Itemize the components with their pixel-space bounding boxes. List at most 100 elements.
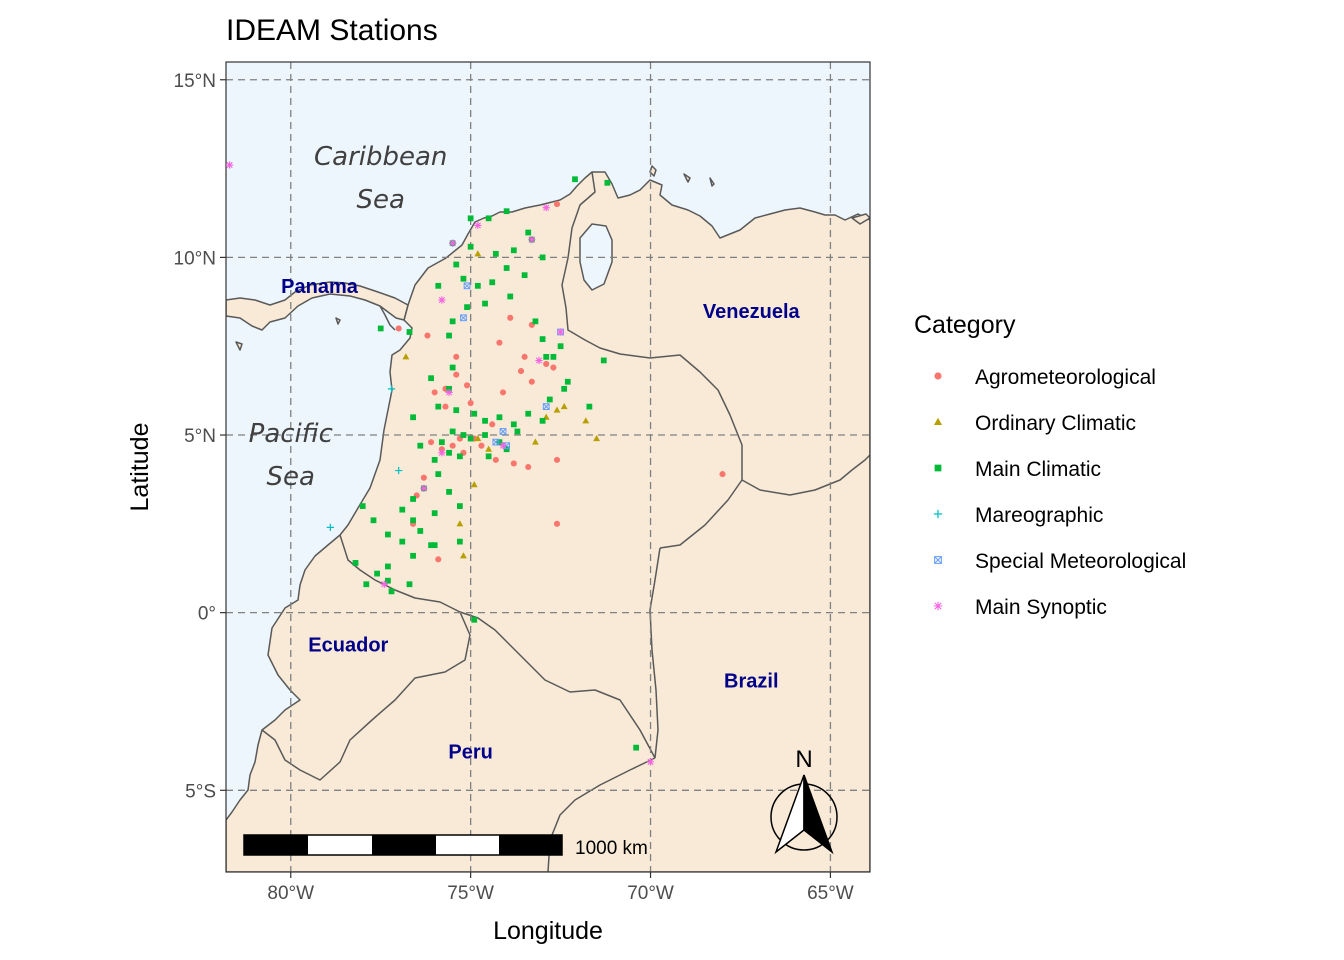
station-point: [359, 503, 366, 509]
station-point: [507, 293, 514, 300]
station-point: [543, 360, 550, 368]
station-point: [417, 528, 424, 534]
station-point: [507, 314, 514, 321]
station-point: [525, 229, 532, 236]
station-point: [385, 531, 391, 538]
station-point: [456, 503, 463, 509]
legend-items: Agrometeorological Ordinary Climatic Main …: [933, 366, 1186, 619]
station-point: [449, 239, 457, 247]
station-point: [600, 357, 607, 364]
y-axis: 15°N 10°N 5°N 0° 5°S: [174, 71, 226, 802]
y-tick-label: 0°: [198, 604, 216, 625]
station-point: [561, 385, 568, 392]
station-point: [446, 488, 452, 495]
station-point: [474, 250, 482, 257]
station-point: [471, 410, 478, 417]
map-panel: [226, 62, 870, 872]
chart-title: IDEAM Stations: [226, 14, 438, 47]
station-point: [428, 542, 434, 549]
station-point: [510, 247, 517, 254]
station-point: [456, 520, 464, 527]
station-point: [553, 456, 561, 463]
station-point: [377, 325, 384, 332]
x-tick-label: 80°W: [267, 883, 314, 904]
station-point: [406, 329, 413, 335]
y-tick-label: 5°N: [184, 426, 216, 447]
sea-label: Caribbean: [314, 142, 447, 172]
y-tick-label: 5°S: [185, 781, 216, 802]
station-point: [582, 417, 590, 424]
station-point: [485, 215, 492, 222]
border-ecuador-peru: [261, 611, 471, 781]
y-axis-title: Latitude: [126, 423, 154, 512]
station-point: [564, 378, 571, 385]
station-point: [456, 538, 463, 545]
station-point: [531, 438, 539, 445]
station-point: [446, 332, 452, 339]
station-point: [499, 442, 507, 450]
y-tick-label: 10°N: [174, 248, 216, 269]
station-point: [460, 314, 467, 322]
country-label: Venezuela: [703, 301, 801, 323]
station-point: [593, 434, 600, 442]
station-point: [435, 403, 442, 410]
legend-key: [933, 601, 943, 611]
station-point: [424, 332, 431, 339]
legend-key: [934, 417, 942, 425]
station-point: [499, 428, 507, 435]
scale-bar-segment: [499, 835, 562, 855]
country-labels: Panama Venezuela Ecuador Brazil Peru: [281, 276, 800, 763]
station-point: [572, 176, 578, 183]
station-point: [539, 417, 546, 424]
station-point: [399, 538, 406, 545]
station-point: [471, 616, 478, 623]
station-point: [456, 453, 463, 460]
station-point: [460, 275, 467, 282]
station-point: [464, 304, 470, 311]
station-point: [719, 471, 726, 478]
station-point: [449, 428, 456, 435]
station-point: [557, 343, 564, 350]
station-point: [420, 484, 428, 492]
legend-label: Mareographic: [975, 504, 1103, 527]
border-colombia-peru: [459, 611, 656, 759]
legend-label: Special Meteorological: [975, 550, 1186, 573]
station-point: [539, 336, 546, 342]
station-point: [435, 556, 442, 563]
station-point: [446, 449, 452, 456]
station-point: [542, 204, 550, 212]
station-point: [374, 570, 380, 577]
border-brazil-venezuela: [741, 454, 870, 496]
station-point: [410, 517, 416, 524]
border-colombia-venezuela: [561, 171, 743, 549]
station-point: [553, 406, 561, 413]
station-point: [543, 353, 550, 360]
station-point: [510, 421, 517, 428]
station-point: [503, 265, 510, 271]
station-point: [521, 353, 528, 360]
station-point: [431, 542, 438, 549]
station-point: [525, 463, 532, 471]
station-point: [428, 439, 435, 446]
station-point: [492, 438, 500, 446]
legend-key: [934, 372, 942, 380]
sea-label: Pacific: [249, 419, 333, 449]
station-point: [463, 282, 471, 290]
station-point: [474, 434, 482, 442]
legend-title: Category: [914, 311, 1016, 339]
station-points: [225, 161, 726, 766]
station-point: [453, 407, 460, 414]
station-point: [467, 435, 474, 442]
legend-label: Main Climatic: [975, 458, 1101, 481]
legend-label: Agrometeorological: [975, 366, 1156, 389]
station-point: [428, 375, 434, 382]
x-axis: 80°W 75°W 70°W 65°W: [267, 872, 854, 904]
station-point: [410, 552, 416, 559]
x-tick-label: 70°W: [627, 883, 674, 904]
island-bonaire: [709, 177, 715, 187]
land-layer: [226, 165, 870, 872]
station-point: [442, 403, 449, 410]
station-point: [410, 414, 416, 421]
station-point: [326, 523, 334, 531]
legend-key: [934, 556, 942, 564]
